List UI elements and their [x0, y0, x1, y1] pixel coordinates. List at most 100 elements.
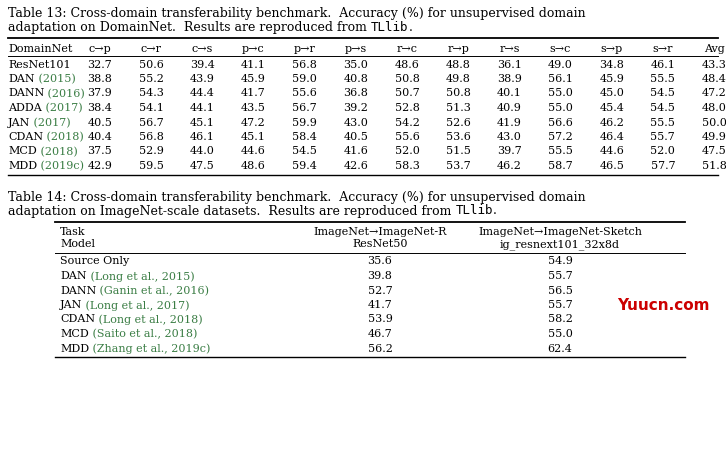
- Text: 55.5: 55.5: [548, 146, 573, 156]
- Text: .: .: [493, 204, 497, 217]
- Text: 56.8: 56.8: [139, 132, 163, 142]
- Text: 43.9: 43.9: [190, 74, 215, 84]
- Text: 45.9: 45.9: [599, 74, 624, 84]
- Text: CDAN: CDAN: [60, 314, 95, 324]
- Text: ResNet101: ResNet101: [8, 60, 70, 69]
- Text: s→c: s→c: [550, 44, 571, 54]
- Text: Avg: Avg: [703, 44, 725, 54]
- Text: 48.8: 48.8: [446, 60, 470, 69]
- Text: 40.5: 40.5: [343, 132, 368, 142]
- Text: adaptation on DomainNet.  Results are reproduced from: adaptation on DomainNet. Results are rep…: [8, 21, 371, 34]
- Text: (Ganin et al., 2016): (Ganin et al., 2016): [97, 285, 209, 295]
- Text: 53.6: 53.6: [446, 132, 470, 142]
- Text: 40.1: 40.1: [497, 89, 522, 98]
- Text: 43.0: 43.0: [497, 132, 522, 142]
- Text: 54.2: 54.2: [394, 117, 420, 127]
- Text: 49.9: 49.9: [701, 132, 726, 142]
- Text: 56.5: 56.5: [547, 285, 572, 295]
- Text: 40.5: 40.5: [88, 117, 113, 127]
- Text: 53.9: 53.9: [367, 314, 393, 324]
- Text: Yuucn.com: Yuucn.com: [618, 298, 710, 313]
- Text: s→p: s→p: [600, 44, 623, 54]
- Text: 47.2: 47.2: [241, 117, 266, 127]
- Text: r→p: r→p: [447, 44, 469, 54]
- Text: (Long et al., 2018): (Long et al., 2018): [95, 314, 203, 324]
- Text: p→s: p→s: [345, 44, 367, 54]
- Text: (2017): (2017): [42, 103, 82, 113]
- Text: 40.9: 40.9: [497, 103, 522, 113]
- Text: 43.3: 43.3: [701, 60, 726, 69]
- Text: 52.7: 52.7: [367, 285, 392, 295]
- Text: (2018): (2018): [43, 132, 84, 142]
- Text: 55.0: 55.0: [548, 103, 573, 113]
- Text: 41.7: 41.7: [241, 89, 266, 98]
- Text: MDD: MDD: [8, 161, 37, 170]
- Text: 55.7: 55.7: [650, 132, 675, 142]
- Text: 41.9: 41.9: [497, 117, 522, 127]
- Text: JAN: JAN: [60, 299, 82, 309]
- Text: 45.1: 45.1: [190, 117, 215, 127]
- Text: 59.0: 59.0: [293, 74, 317, 84]
- Text: p→r: p→r: [294, 44, 316, 54]
- Text: adaptation on ImageNet-scale datasets.  Results are reproduced from: adaptation on ImageNet-scale datasets. R…: [8, 204, 455, 217]
- Text: DomainNet: DomainNet: [8, 44, 73, 54]
- Text: 62.4: 62.4: [547, 343, 572, 353]
- Text: (Long et al., 2017): (Long et al., 2017): [82, 299, 190, 310]
- Text: 39.2: 39.2: [343, 103, 368, 113]
- Text: 47.2: 47.2: [701, 89, 726, 98]
- Text: 48.0: 48.0: [701, 103, 726, 113]
- Text: (Saito et al., 2018): (Saito et al., 2018): [89, 328, 197, 338]
- Text: 55.5: 55.5: [650, 117, 675, 127]
- Text: 39.8: 39.8: [367, 270, 393, 280]
- Text: 41.6: 41.6: [343, 146, 368, 156]
- Text: ig_resnext101_32x8d: ig_resnext101_32x8d: [500, 238, 620, 249]
- Text: 50.6: 50.6: [139, 60, 163, 69]
- Text: 50.0: 50.0: [701, 117, 726, 127]
- Text: 52.6: 52.6: [446, 117, 470, 127]
- Text: (2019c): (2019c): [37, 161, 84, 171]
- Text: ADDA: ADDA: [8, 103, 42, 113]
- Text: 37.5: 37.5: [88, 146, 113, 156]
- Text: 45.9: 45.9: [241, 74, 266, 84]
- Text: 48.6: 48.6: [241, 161, 266, 170]
- Text: 38.8: 38.8: [88, 74, 113, 84]
- Text: (2016): (2016): [44, 89, 85, 99]
- Text: 36.8: 36.8: [343, 89, 368, 98]
- Text: 35.6: 35.6: [367, 256, 393, 266]
- Text: DAN: DAN: [60, 270, 86, 280]
- Text: 41.1: 41.1: [241, 60, 266, 69]
- Text: 54.3: 54.3: [139, 89, 163, 98]
- Text: r→c: r→c: [396, 44, 417, 54]
- Text: 52.8: 52.8: [394, 103, 420, 113]
- Text: Table 13: Cross-domain transferability benchmark.  Accuracy (%) for unsupervised: Table 13: Cross-domain transferability b…: [8, 7, 586, 20]
- Text: c→p: c→p: [89, 44, 111, 54]
- Text: r→s: r→s: [499, 44, 520, 54]
- Text: 45.0: 45.0: [599, 89, 624, 98]
- Text: 56.7: 56.7: [139, 117, 163, 127]
- Text: 46.2: 46.2: [497, 161, 522, 170]
- Text: 56.2: 56.2: [367, 343, 393, 353]
- Text: 45.4: 45.4: [599, 103, 624, 113]
- Text: 35.0: 35.0: [343, 60, 368, 69]
- Text: 52.0: 52.0: [650, 146, 675, 156]
- Text: (2015): (2015): [35, 74, 76, 84]
- Text: MDD: MDD: [60, 343, 89, 353]
- Text: 36.1: 36.1: [497, 60, 522, 69]
- Text: 44.4: 44.4: [190, 89, 215, 98]
- Text: 51.5: 51.5: [446, 146, 470, 156]
- Text: 46.1: 46.1: [190, 132, 215, 142]
- Text: 55.0: 55.0: [548, 89, 573, 98]
- Text: TLlib: TLlib: [455, 204, 493, 217]
- Text: 53.7: 53.7: [446, 161, 470, 170]
- Text: c→r: c→r: [141, 44, 162, 54]
- Text: (2017): (2017): [30, 117, 71, 128]
- Text: s→r: s→r: [653, 44, 673, 54]
- Text: 40.4: 40.4: [88, 132, 113, 142]
- Text: 47.5: 47.5: [190, 161, 215, 170]
- Text: 41.7: 41.7: [367, 299, 392, 309]
- Text: 54.5: 54.5: [650, 89, 675, 98]
- Text: 32.7: 32.7: [88, 60, 113, 69]
- Text: 56.7: 56.7: [293, 103, 317, 113]
- Text: MCD: MCD: [60, 328, 89, 338]
- Text: 40.8: 40.8: [343, 74, 368, 84]
